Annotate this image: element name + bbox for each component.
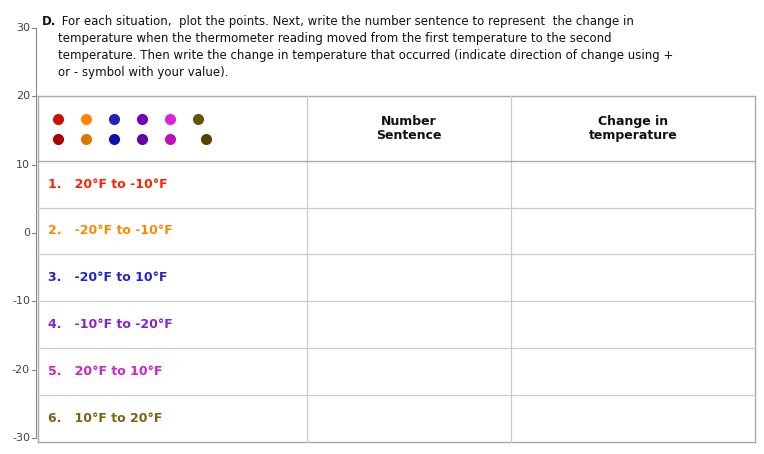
Text: 6.   10°F to 20°F: 6. 10°F to 20°F xyxy=(48,412,163,425)
Text: 2.   -20°F to -10°F: 2. -20°F to -10°F xyxy=(48,224,173,237)
Text: 20: 20 xyxy=(16,91,30,101)
Text: For each situation,  plot the points. Next, write the number sentence to represe: For each situation, plot the points. Nex… xyxy=(58,15,673,79)
Text: 4.   -10°F to -20°F: 4. -10°F to -20°F xyxy=(48,318,173,331)
Text: temperature: temperature xyxy=(589,129,678,142)
Text: -10: -10 xyxy=(12,296,30,306)
Text: 3.   -20°F to 10°F: 3. -20°F to 10°F xyxy=(48,271,167,284)
Text: -20: -20 xyxy=(12,365,30,375)
Text: 30: 30 xyxy=(16,23,30,33)
Text: -30: -30 xyxy=(12,433,30,443)
Text: 1.   20°F to -10°F: 1. 20°F to -10°F xyxy=(48,178,167,191)
Text: Sentence: Sentence xyxy=(377,129,442,142)
Text: 10: 10 xyxy=(16,160,30,170)
Text: 5.   20°F to 10°F: 5. 20°F to 10°F xyxy=(48,365,163,378)
Text: Number: Number xyxy=(381,115,437,128)
Text: D.: D. xyxy=(42,15,57,28)
Text: 0: 0 xyxy=(23,228,30,238)
Text: Change in: Change in xyxy=(598,115,668,128)
